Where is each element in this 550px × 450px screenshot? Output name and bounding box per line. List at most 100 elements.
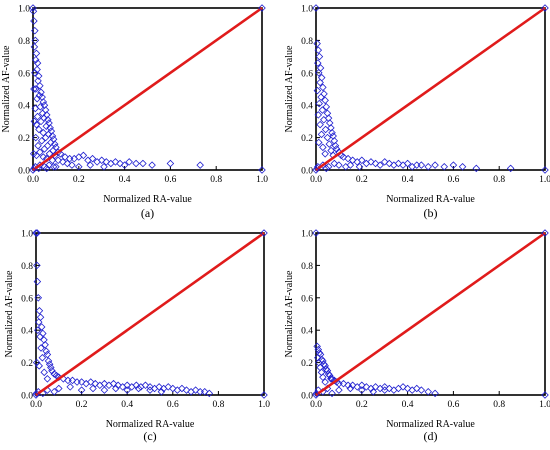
data-point (321, 150, 329, 158)
x-tick-label: 0.0 (27, 175, 39, 185)
corner-point (541, 166, 549, 174)
corner-point (541, 391, 549, 399)
data-point (33, 229, 41, 237)
data-point (31, 26, 39, 35)
data-point (327, 375, 335, 383)
data-point (313, 342, 321, 351)
data-point (45, 161, 53, 169)
data-point (30, 117, 39, 126)
y-tick-label: 0.8 (301, 262, 313, 272)
data-point (358, 381, 366, 390)
data-point (41, 341, 49, 349)
y-tick-label: 0.6 (18, 69, 30, 79)
y-tick-label: 0.6 (21, 294, 33, 304)
data-point (380, 386, 389, 394)
data-point (112, 384, 120, 393)
corner-point (260, 229, 268, 237)
data-point (346, 384, 355, 393)
x-tick-label: 0.6 (447, 175, 459, 185)
scatter-series (312, 342, 439, 398)
data-point (35, 125, 43, 134)
data-point (325, 371, 334, 380)
x-tick-label: 1.0 (258, 400, 270, 410)
data-point (132, 381, 141, 390)
reference-diagonal-line (315, 6, 546, 172)
data-point (196, 161, 204, 169)
data-point (44, 357, 53, 365)
corner-point (541, 229, 549, 237)
data-point (34, 326, 42, 334)
y-tick-label: 0.8 (21, 262, 33, 272)
y-tick-label: 1.0 (18, 5, 30, 15)
data-point (32, 120, 41, 129)
data-point (321, 125, 330, 134)
x-tick-label: 0.4 (119, 175, 131, 185)
data-point (314, 138, 323, 147)
data-point (45, 360, 54, 368)
data-point (355, 162, 364, 171)
data-point (412, 384, 421, 393)
plot-frame (315, 232, 546, 396)
x-tick-label: 0.0 (310, 175, 322, 185)
x-tick-label: 0.2 (73, 175, 85, 185)
data-point (37, 137, 46, 145)
data-point (319, 83, 327, 92)
data-point (139, 159, 147, 168)
data-point (33, 277, 42, 286)
data-point (33, 94, 41, 103)
y-tick-label: 0.0 (18, 167, 30, 177)
data-point (34, 294, 43, 302)
data-point (30, 43, 39, 51)
data-point (424, 162, 432, 171)
data-point (178, 384, 186, 393)
data-point (320, 116, 328, 124)
data-point (316, 120, 324, 129)
data-point (322, 164, 331, 173)
data-point (43, 350, 52, 359)
y-tick-label: 0.2 (21, 359, 33, 369)
y-tick-label: 0.0 (21, 392, 33, 402)
y-tick-label: 0.0 (301, 392, 313, 402)
data-point (146, 383, 154, 391)
x-tick-label: 0.0 (30, 400, 42, 410)
x-tick-label: 0.4 (402, 175, 414, 185)
data-point (34, 318, 43, 326)
corner-point (312, 4, 320, 12)
x-tick-label: 0.6 (167, 400, 179, 410)
data-point (317, 130, 326, 139)
data-point (100, 386, 109, 394)
x-tick-label: 1.0 (539, 175, 550, 185)
data-point (32, 151, 41, 160)
data-point (472, 164, 481, 173)
data-point (169, 384, 177, 393)
data-point (146, 386, 154, 394)
data-point (141, 381, 150, 390)
data-point (91, 379, 100, 388)
data-point (148, 161, 156, 169)
x-tick-label: 0.8 (493, 400, 505, 410)
y-tick-label: 0.4 (301, 102, 313, 112)
data-point (362, 383, 371, 391)
data-point (123, 381, 131, 390)
x-tick-label: 0.0 (310, 400, 322, 410)
x-tick-label: 0.4 (402, 400, 414, 410)
x-tick-label: 0.6 (447, 400, 459, 410)
data-point (134, 384, 143, 393)
y-tick-label: 0.2 (301, 359, 313, 369)
data-point (449, 161, 458, 169)
data-point (32, 49, 41, 58)
data-point (48, 132, 57, 140)
scatter-series (313, 39, 515, 173)
x-tick-label: 0.2 (356, 400, 368, 410)
y-tick-label: 0.4 (21, 327, 33, 337)
data-point (321, 362, 329, 370)
data-point (132, 159, 140, 168)
data-point (31, 56, 40, 64)
corner-point (312, 166, 320, 174)
data-point (319, 143, 327, 152)
x-tick-label: 1.0 (539, 400, 550, 410)
data-point (417, 161, 426, 169)
data-point (102, 158, 111, 166)
y-tick-label: 0.8 (301, 37, 313, 47)
